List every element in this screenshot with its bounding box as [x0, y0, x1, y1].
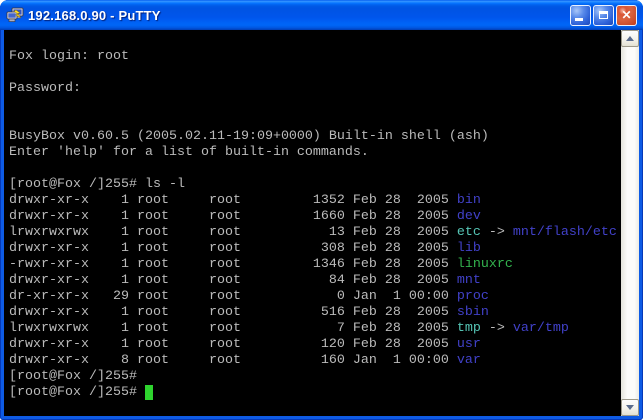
terminal-text: dev: [456, 209, 481, 224]
terminal-row: Password:: [9, 81, 621, 97]
terminal-row: drwxr-xr-x 1 root root 1352 Feb 28 2005 …: [9, 193, 621, 209]
terminal-scrollbar[interactable]: [621, 30, 639, 416]
terminal-row: drwxr-xr-x 8 root root 160 Jan 1 00:00 v…: [9, 353, 621, 369]
scroll-up-button[interactable]: [621, 30, 639, 47]
terminal-text: drwxr-xr-x 8 root root 160 Jan 1 00:00: [9, 353, 457, 368]
terminal-text: lib: [456, 241, 481, 256]
close-button[interactable]: ✕: [616, 4, 637, 26]
terminal-row: drwxr-xr-x 1 root root 1660 Feb 28 2005 …: [9, 209, 621, 225]
terminal-row: -rwxr-xr-x 1 root root 1346 Feb 28 2005 …: [9, 257, 621, 273]
terminal-text: lrwxrwxrwx 1 root root 7 Feb 28 2005: [9, 321, 457, 336]
minimize-icon: [575, 17, 583, 21]
terminal-row: [root@Fox /]255#: [9, 369, 621, 385]
terminal-text: [root@Fox /]255#: [9, 385, 145, 400]
terminal-row: [root@Fox /]255#: [9, 385, 621, 401]
terminal-row: lrwxrwxrwx 1 root root 13 Feb 28 2005 et…: [9, 225, 621, 241]
terminal-row: [9, 33, 621, 49]
terminal-row: drwxr-xr-x 1 root root 84 Feb 28 2005 mn…: [9, 273, 621, 289]
maximize-button[interactable]: [593, 4, 614, 26]
terminal-cursor: [144, 385, 153, 400]
minimize-button[interactable]: [570, 4, 591, 26]
terminal-row: [9, 97, 621, 113]
terminal-row: [9, 113, 621, 129]
terminal-text: dr-xr-xr-x 29 root root 0 Jan 1 00:00: [9, 289, 457, 304]
terminal-text: drwxr-xr-x 1 root root 120 Feb 28 2005: [9, 337, 457, 352]
maximize-icon: [599, 11, 608, 19]
terminal-row: drwxr-xr-x 1 root root 120 Feb 28 2005 u…: [9, 337, 621, 353]
terminal-text: ->: [480, 321, 513, 336]
terminal-row: drwxr-xr-x 1 root root 516 Feb 28 2005 s…: [9, 305, 621, 321]
client-area: Fox login: root Password: BusyBox v0.60.5 …: [4, 30, 639, 416]
window-controls: ✕: [570, 4, 637, 26]
terminal-text: drwxr-xr-x 1 root root 1660 Feb 28 2005: [9, 209, 457, 224]
scrollbar-track[interactable]: [621, 47, 639, 399]
terminal-text: var/tmp: [512, 321, 569, 336]
terminal-row: [9, 65, 621, 81]
terminal-text: drwxr-xr-x 1 root root 84 Feb 28 2005: [9, 273, 457, 288]
terminal-row: drwxr-xr-x 1 root root 308 Feb 28 2005 l…: [9, 241, 621, 257]
terminal-text: ->: [480, 225, 513, 240]
scroll-down-button[interactable]: [621, 399, 639, 416]
terminal-text: var: [456, 353, 481, 368]
terminal-text: drwxr-xr-x 1 root root 308 Feb 28 2005: [9, 241, 457, 256]
putty-icon: [6, 7, 24, 22]
terminal-text: linuxrc: [456, 257, 513, 272]
terminal-row: Enter 'help' for a list of built-in comm…: [9, 145, 621, 161]
close-icon: ✕: [621, 8, 632, 22]
terminal-text: BusyBox v0.60.5 (2005.02.11-19:09+0000) …: [9, 129, 489, 144]
terminal-row: [9, 161, 621, 177]
terminal-text: tmp: [456, 321, 481, 336]
terminal-text: -rwxr-xr-x 1 root root 1346 Feb 28 2005: [9, 257, 457, 272]
terminal-row: [root@Fox /]255# ls -l: [9, 177, 621, 193]
terminal-text: Password:: [9, 81, 81, 96]
terminal-text: [root@Fox /]255# ls -l: [9, 177, 185, 192]
terminal-row: Fox login: root: [9, 49, 621, 65]
chevron-up-icon: [626, 36, 634, 41]
terminal-row: lrwxrwxrwx 1 root root 7 Feb 28 2005 tmp…: [9, 321, 621, 337]
terminal-text: [root@Fox /]255#: [9, 369, 137, 384]
titlebar[interactable]: 192.168.0.90 - PuTTY ✕: [0, 0, 643, 30]
terminal-row: dr-xr-xr-x 29 root root 0 Jan 1 00:00 pr…: [9, 289, 621, 305]
terminal-screen[interactable]: Fox login: root Password: BusyBox v0.60.5 …: [4, 30, 621, 416]
terminal-text: sbin: [456, 305, 489, 320]
terminal-text: bin: [456, 193, 481, 208]
terminal-row: BusyBox v0.60.5 (2005.02.11-19:09+0000) …: [9, 129, 621, 145]
terminal-text: lrwxrwxrwx 1 root root 13 Feb 28 2005: [9, 225, 457, 240]
terminal-text: proc: [456, 289, 489, 304]
terminal-text: Fox login: root: [9, 49, 129, 64]
terminal-text: Enter 'help' for a list of built-in comm…: [9, 145, 369, 160]
terminal-text: mnt/flash/etc: [512, 225, 617, 240]
terminal-text: drwxr-xr-x 1 root root 1352 Feb 28 2005: [9, 193, 457, 208]
window-title: 192.168.0.90 - PuTTY: [28, 7, 161, 23]
terminal-text: usr: [456, 337, 481, 352]
chevron-down-icon: [626, 405, 634, 410]
terminal-text: etc: [456, 225, 481, 240]
terminal-text: drwxr-xr-x 1 root root 516 Feb 28 2005: [9, 305, 457, 320]
terminal-text: mnt: [456, 273, 481, 288]
